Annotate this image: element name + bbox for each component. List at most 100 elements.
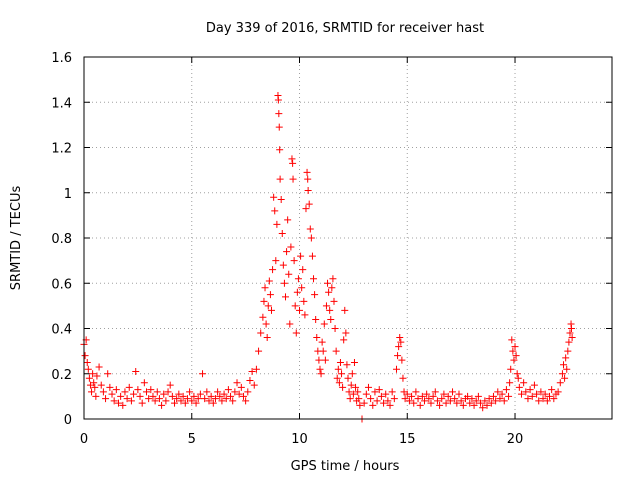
data-point: [269, 266, 277, 274]
x-axis-title: GPS time / hours: [291, 459, 400, 474]
data-point: [375, 386, 383, 394]
data-point: [168, 392, 176, 400]
data-point: [270, 193, 278, 201]
data-point: [397, 338, 405, 346]
data-point: [246, 377, 254, 385]
data-point: [117, 392, 125, 400]
data-point: [412, 388, 420, 396]
data-point: [209, 399, 217, 407]
data-point: [220, 390, 228, 398]
data-point: [327, 315, 335, 323]
data-point: [190, 392, 198, 400]
data-point: [546, 392, 554, 400]
data-point: [304, 175, 312, 183]
data-point: [517, 390, 525, 398]
data-point: [508, 336, 516, 344]
data-point: [377, 392, 385, 400]
data-point: [218, 397, 226, 405]
data-point: [317, 370, 325, 378]
data-point: [252, 365, 260, 373]
data-point: [296, 306, 304, 314]
data-point: [242, 397, 250, 405]
data-point: [414, 395, 422, 403]
data-point: [280, 279, 288, 287]
data-point: [305, 200, 313, 208]
data-point: [214, 388, 222, 396]
data-point: [455, 390, 463, 398]
data-point: [373, 397, 381, 405]
data-point: [175, 390, 183, 398]
data-point: [97, 381, 105, 389]
data-point: [274, 96, 282, 104]
data-point: [216, 392, 224, 400]
data-point: [201, 395, 209, 403]
data-point: [81, 352, 89, 360]
data-point: [142, 388, 150, 396]
data-point: [530, 381, 538, 389]
data-point: [483, 401, 491, 409]
data-point: [514, 374, 522, 382]
data-point: [331, 325, 339, 332]
data-point: [550, 395, 558, 403]
data-point: [410, 399, 418, 407]
data-point: [211, 395, 219, 403]
data-point: [332, 347, 340, 355]
data-point: [515, 383, 523, 391]
data-point: [277, 196, 285, 204]
data-point: [108, 390, 116, 398]
data-point: [90, 379, 98, 387]
data-point: [558, 370, 566, 378]
data-point: [564, 347, 572, 355]
data-point: [451, 395, 459, 403]
y-tick-label: 0.8: [51, 232, 72, 247]
data-point: [272, 257, 280, 265]
data-point: [304, 186, 312, 194]
data-point: [436, 401, 444, 409]
grid-layer: [84, 57, 612, 419]
data-point: [301, 311, 309, 319]
data-point: [566, 329, 574, 337]
data-point: [288, 155, 296, 163]
data-point: [203, 388, 211, 396]
x-tick-label: 10: [291, 432, 308, 447]
data-point: [171, 399, 179, 407]
data-point: [502, 386, 510, 394]
data-point: [318, 338, 326, 346]
data-point: [250, 381, 258, 389]
data-marks: [80, 91, 576, 423]
data-point: [289, 159, 297, 167]
data-point: [535, 397, 543, 405]
plot-frame: [83, 56, 613, 420]
data-point: [265, 277, 273, 285]
data-point: [276, 175, 284, 183]
data-point: [207, 392, 215, 400]
data-point: [315, 356, 323, 364]
data-point: [360, 399, 368, 407]
data-point: [350, 358, 358, 366]
data-point: [289, 175, 297, 183]
data-point: [173, 395, 181, 403]
data-point: [492, 397, 500, 405]
data-point: [311, 291, 319, 299]
data-point: [291, 302, 299, 310]
data-point: [158, 401, 166, 409]
data-point: [266, 291, 274, 299]
data-point: [260, 297, 268, 305]
data-point: [494, 388, 502, 396]
data-point: [334, 365, 342, 373]
data-point: [287, 243, 295, 251]
data-point: [297, 252, 305, 260]
data-point: [453, 399, 461, 407]
data-point: [95, 363, 103, 371]
x-tick-label: 15: [399, 432, 416, 447]
data-point: [335, 379, 343, 387]
data-point: [457, 397, 465, 405]
data-point: [364, 383, 372, 391]
data-point: [341, 306, 349, 314]
data-point: [271, 207, 279, 215]
data-point: [479, 404, 487, 412]
data-point: [300, 297, 308, 305]
data-point: [543, 397, 551, 405]
data-point: [320, 320, 328, 328]
data-point: [284, 216, 292, 224]
